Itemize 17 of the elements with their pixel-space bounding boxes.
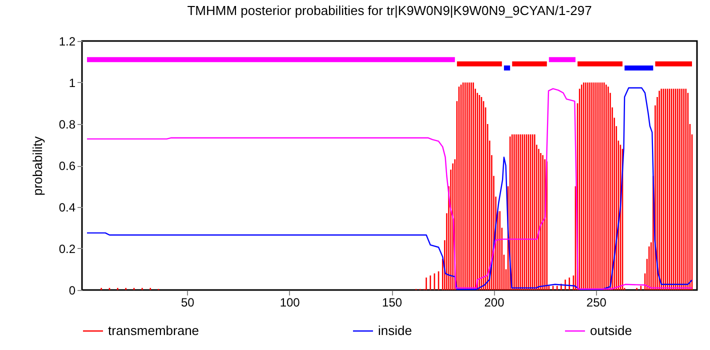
y-tick-label: 0.2 (58, 242, 76, 256)
x-tick-label: 150 (382, 296, 402, 310)
y-tick-label: 1 (68, 76, 76, 90)
y-tick-label: 0.8 (58, 118, 76, 132)
x-tick-label: 200 (484, 296, 505, 310)
legend-label: inside (378, 323, 412, 338)
y-tick-label: 1.2 (58, 34, 76, 48)
x-tick-label: 250 (586, 296, 607, 310)
y-axis-title: probability (30, 136, 45, 196)
legend-label: transmembrane (108, 323, 200, 338)
x-tick-label: 100 (280, 296, 300, 310)
y-tick-label: 0.4 (58, 200, 76, 214)
x-tick-label: 50 (180, 296, 195, 310)
legend-label: outside (590, 323, 632, 338)
y-tick-label: 0.6 (58, 159, 76, 173)
chart-title: TMHMM posterior probabilities for tr|K9W0N9|K9W0N9_9CYAN/1-297 (187, 3, 592, 18)
y-tick-label: 0 (68, 284, 76, 298)
